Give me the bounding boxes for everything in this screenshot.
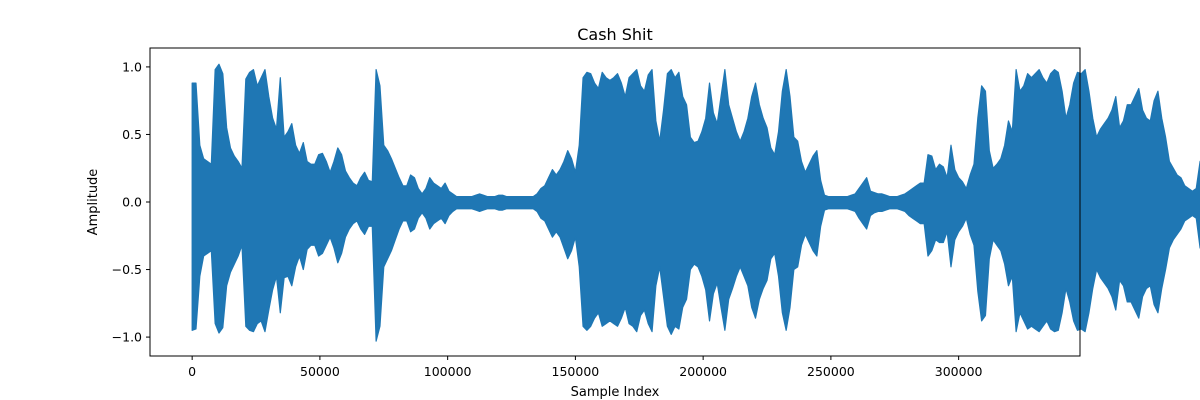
y-tick-label: −1.0 — [112, 330, 142, 345]
x-axis-ticks: 0 50000 100000 150000 200000 250000 300000 — [188, 356, 983, 379]
y-tick-label: −0.5 — [112, 262, 142, 277]
x-tick-label: 100000 — [424, 364, 472, 379]
y-tick-label: 0.5 — [122, 127, 142, 142]
y-axis-label: Amplitude — [86, 169, 101, 236]
x-tick-label: 200000 — [679, 364, 727, 379]
y-axis-ticks: −1.0 −0.5 0.0 0.5 1.0 — [112, 59, 150, 345]
x-tick-label: 0 — [188, 364, 196, 379]
x-tick-label: 150000 — [552, 364, 600, 379]
waveform-series — [191, 63, 1200, 342]
plot-area — [191, 63, 1200, 342]
x-tick-label: 250000 — [807, 364, 855, 379]
y-tick-label: 1.0 — [122, 59, 142, 74]
y-tick-label: 0.0 — [122, 195, 142, 210]
x-tick-label: 300000 — [935, 364, 983, 379]
x-axis-label: Sample Index — [571, 385, 660, 400]
x-tick-label: 50000 — [300, 364, 340, 379]
chart-title: Cash Shit — [577, 25, 653, 44]
